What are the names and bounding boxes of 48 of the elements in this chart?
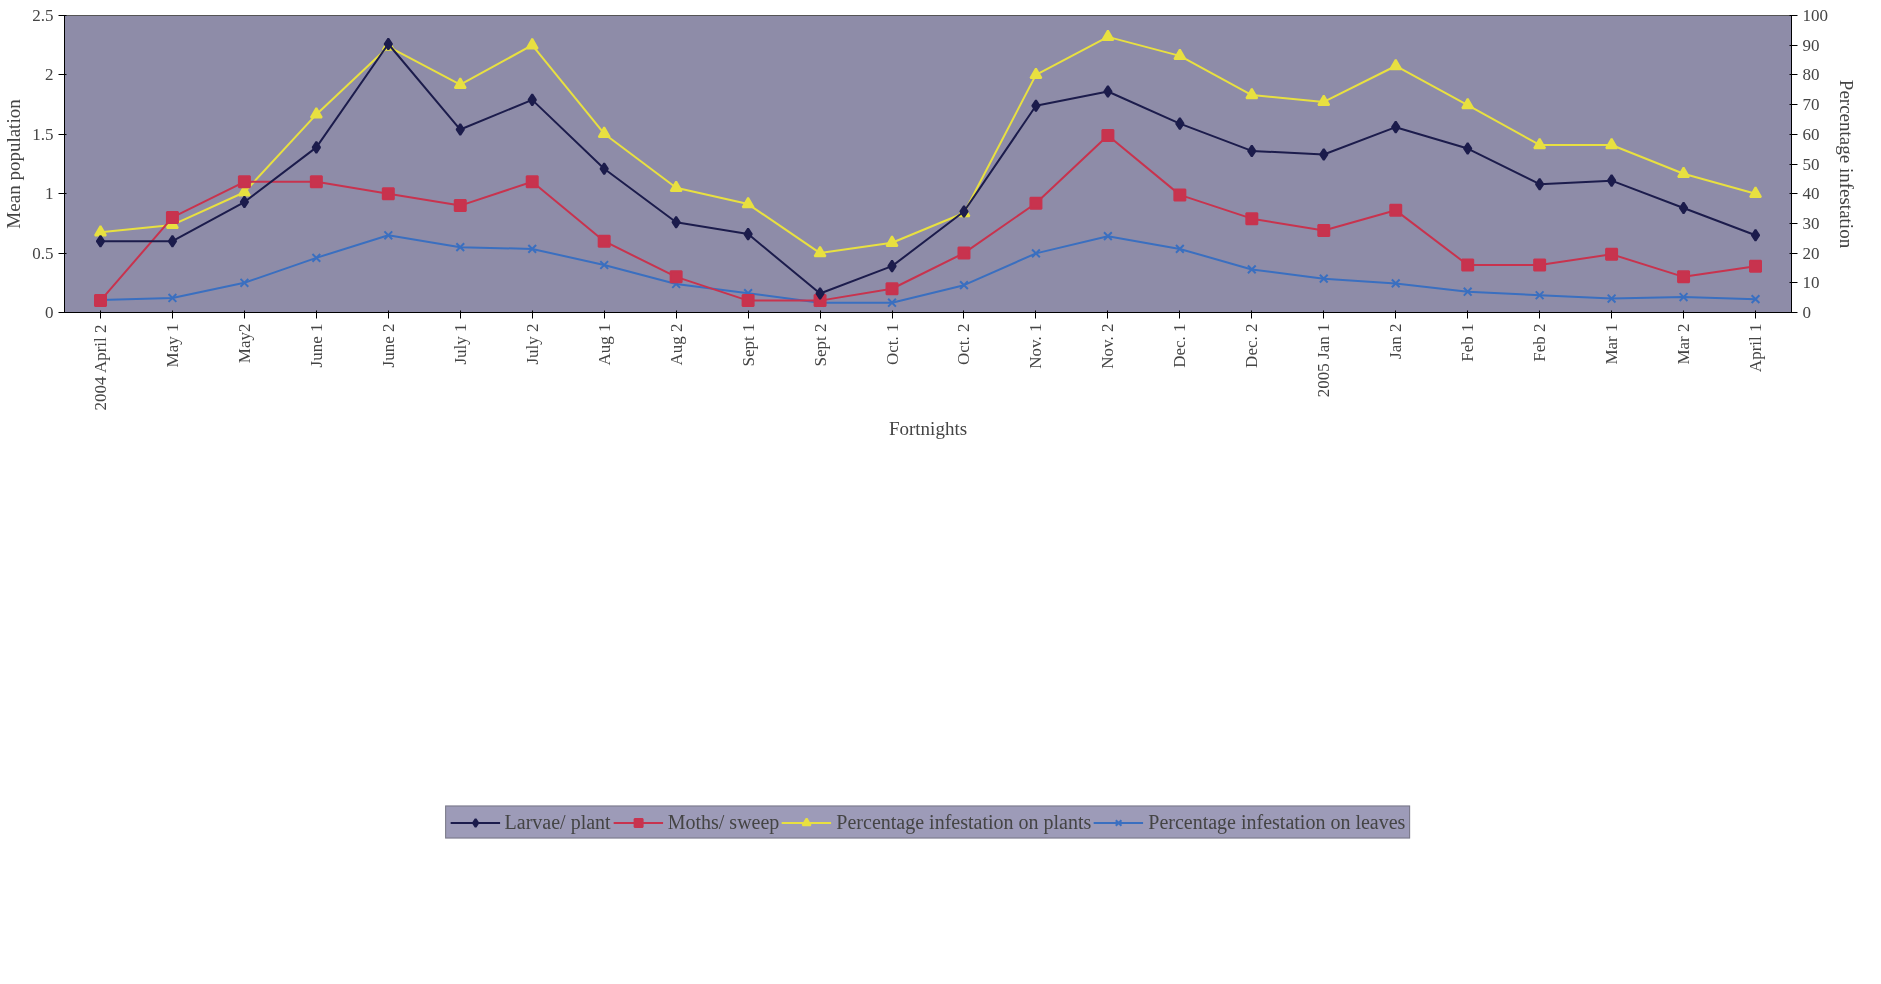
x-tick-label: Aug 1 — [594, 323, 614, 366]
x-tick-label: May 1 — [162, 323, 182, 368]
y-tick-label: 0.5 — [32, 243, 54, 263]
y2-tick-label: 0 — [1802, 303, 1811, 322]
x-tick-label: Mar 1 — [1602, 323, 1622, 365]
y2-tick-label: 80 — [1802, 65, 1820, 85]
x-tick-label: Feb 1 — [1458, 323, 1478, 362]
x-tick-label: Dec. 2 — [1242, 323, 1262, 368]
y-tick-label: 1.5 — [32, 124, 54, 144]
x-tick-label: July 2 — [522, 323, 542, 365]
x-axis-title: Fortnights — [888, 418, 968, 440]
x-tick-label: May2 — [234, 323, 254, 364]
legend-label: Moths/ sweep — [667, 810, 780, 834]
x-tick-label: Nov. 1 — [1026, 323, 1046, 369]
x-tick-label: Oct. 2 — [954, 323, 974, 366]
x-tick-label: Mar 2 — [1674, 323, 1694, 365]
legend-label: Percentage infestation on leaves — [1148, 810, 1406, 834]
x-tick-label: April 1 — [1746, 323, 1766, 373]
x-tick-label: Dec. 1 — [1170, 323, 1190, 368]
x-tick-label: Jan 2 — [1386, 323, 1406, 359]
x-tick-label: Nov. 2 — [1098, 323, 1118, 369]
y-tick-label: 2 — [45, 65, 54, 85]
y2-tick-label: 90 — [1802, 35, 1820, 55]
y2-tick-label: 30 — [1802, 213, 1820, 233]
x-tick-label: Aug 2 — [666, 323, 686, 366]
y2-tick-label: 70 — [1802, 95, 1820, 115]
x-tick-label: June 1 — [306, 323, 326, 368]
y2-tick-label: 50 — [1802, 154, 1820, 174]
y-axis-title: Mean population — [3, 98, 25, 229]
y2-axis-title: Percentage infestation — [1836, 79, 1857, 249]
y2-tick-label: 10 — [1802, 273, 1820, 293]
x-tick-label: June 2 — [378, 323, 398, 368]
y2-tick-label: 20 — [1802, 243, 1820, 263]
x-tick-label: 2004 April 2 — [90, 324, 110, 411]
x-tick-label: Feb 2 — [1530, 323, 1550, 362]
x-tick-label: Sept 2 — [810, 323, 830, 367]
legend-label: Percentage infestation on plants — [836, 810, 1092, 834]
x-tick-label: 2005 Jan 1 — [1314, 323, 1334, 398]
y-tick-label: 2.5 — [32, 6, 54, 25]
y-tick-label: 1 — [45, 184, 54, 204]
y2-tick-label: 40 — [1802, 184, 1820, 204]
legend-label: Larvae/ plant — [504, 810, 611, 834]
y2-tick-label: 60 — [1802, 124, 1820, 144]
x-tick-label: Sept 1 — [738, 323, 758, 367]
y-tick-label: 0 — [45, 303, 54, 322]
x-tick-label: July 1 — [450, 323, 470, 365]
x-tick-label: Oct. 1 — [882, 323, 902, 366]
y2-tick-label: 100 — [1802, 6, 1828, 25]
